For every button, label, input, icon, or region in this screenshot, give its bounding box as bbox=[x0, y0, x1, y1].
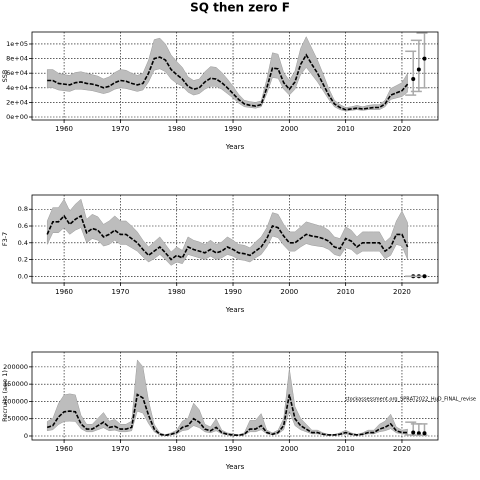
median-line bbox=[47, 53, 409, 111]
chart-title: SQ then zero F bbox=[190, 1, 290, 15]
x-tick-label: 1990 bbox=[224, 125, 242, 133]
y-tick-label: 8e+04 bbox=[6, 55, 28, 63]
y-tick-label: 150000 bbox=[3, 380, 28, 388]
plot-frame bbox=[31, 194, 439, 284]
x-tick-label: 2000 bbox=[280, 288, 298, 296]
x-tick-label: 1970 bbox=[111, 288, 129, 296]
y-tick-label: 6e+04 bbox=[6, 69, 28, 77]
projection-point bbox=[422, 56, 427, 61]
x-tick-label: 1990 bbox=[224, 288, 242, 296]
x-tick-label: 1960 bbox=[55, 288, 73, 296]
x-tick-label: 1960 bbox=[55, 445, 73, 453]
x-tick-label: 1980 bbox=[168, 445, 186, 453]
y-axis-label: F3-7 bbox=[1, 232, 9, 246]
projection-point bbox=[416, 431, 421, 436]
plot-frame bbox=[31, 31, 439, 121]
x-tick-label: 2010 bbox=[337, 288, 355, 296]
x-tick-label: 1970 bbox=[111, 445, 129, 453]
projection-point bbox=[422, 431, 427, 436]
y-tick-label: 4e+04 bbox=[6, 84, 28, 92]
y-tick-label: 50000 bbox=[7, 415, 28, 423]
x-axis-label: Years bbox=[225, 143, 245, 151]
annotation: stockassessment.org_SPRAT2022_HuD_FINAL_… bbox=[345, 397, 476, 403]
y-tick-label: 2e+04 bbox=[6, 98, 28, 106]
x-tick-label: 2020 bbox=[393, 445, 411, 453]
y-tick-label: 0.2 bbox=[18, 256, 28, 264]
y-tick-label: 0.4 bbox=[18, 239, 28, 247]
x-tick-label: 1990 bbox=[224, 445, 242, 453]
confidence-band bbox=[46, 198, 408, 266]
y-axis-label: Recruits (age 1) bbox=[1, 370, 9, 422]
median-line bbox=[46, 214, 409, 261]
x-tick-label: 2020 bbox=[393, 288, 411, 296]
y-tick-label: 200000 bbox=[3, 363, 28, 371]
projection-point bbox=[422, 274, 427, 279]
y-tick-label: 0.6 bbox=[18, 222, 28, 230]
y-tick-label: 0.0 bbox=[18, 272, 28, 280]
y-tick-label: 0 bbox=[24, 432, 28, 440]
x-tick-label: 2000 bbox=[280, 445, 298, 453]
projection-point bbox=[411, 77, 416, 82]
x-tick-label: 2010 bbox=[337, 445, 355, 453]
y-tick-label: 0e+00 bbox=[6, 113, 28, 121]
x-tick-label: 2010 bbox=[337, 125, 355, 133]
confidence-band bbox=[46, 36, 408, 112]
projection-point bbox=[416, 67, 421, 72]
x-axis-label: Years bbox=[225, 306, 245, 314]
y-axis-label: SSB bbox=[1, 70, 9, 83]
x-tick-label: 1970 bbox=[111, 125, 129, 133]
median-line bbox=[46, 393, 408, 437]
x-tick-label: 2000 bbox=[280, 125, 298, 133]
projection-point bbox=[411, 430, 416, 435]
x-tick-label: 1960 bbox=[55, 125, 73, 133]
plot-frame bbox=[31, 351, 439, 441]
x-tick-label: 1980 bbox=[168, 125, 186, 133]
y-tick-label: 0.8 bbox=[18, 205, 28, 213]
y-tick-label: 1e+05 bbox=[6, 40, 28, 48]
y-tick-label: 100000 bbox=[3, 397, 28, 405]
x-tick-label: 2020 bbox=[393, 125, 411, 133]
x-tick-label: 1980 bbox=[168, 288, 186, 296]
x-axis-label: Years bbox=[225, 463, 245, 471]
